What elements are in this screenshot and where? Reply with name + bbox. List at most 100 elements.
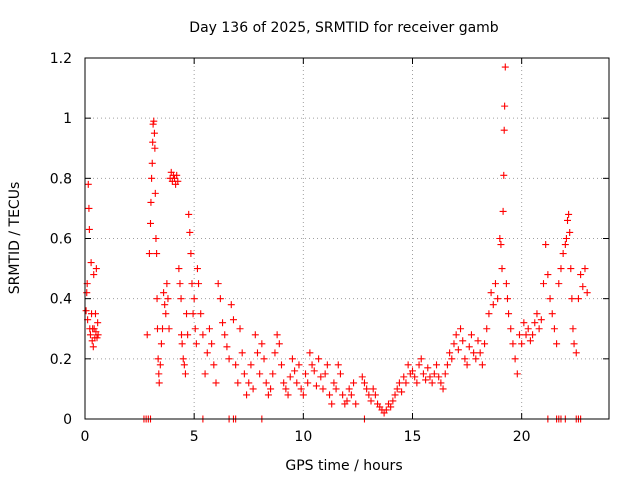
data-point: [176, 280, 184, 288]
data-point: [400, 373, 408, 381]
data-point: [267, 385, 275, 393]
data-point: [513, 370, 521, 378]
data-point: [219, 319, 227, 327]
data-point: [223, 343, 231, 351]
data-point: [238, 349, 246, 357]
data-point: [180, 361, 188, 369]
data-point: [533, 310, 541, 318]
data-point: [555, 280, 563, 288]
data-point: [491, 280, 499, 288]
data-point: [210, 361, 218, 369]
data-point: [253, 349, 261, 357]
data-point: [363, 385, 371, 393]
data-point: [148, 159, 156, 167]
data-point: [369, 385, 377, 393]
data-point: [229, 316, 237, 324]
data-point: [330, 379, 338, 387]
data-point: [260, 355, 268, 363]
data-point: [422, 376, 430, 384]
data-point: [275, 340, 283, 348]
data-point: [186, 228, 194, 236]
data-point: [328, 400, 336, 408]
x-tick-label: 10: [294, 429, 312, 445]
data-point: [321, 370, 329, 378]
data-point: [94, 331, 102, 339]
data-point: [302, 370, 310, 378]
y-tick-label: 1.2: [50, 51, 72, 67]
data-point: [90, 325, 98, 333]
data-point: [465, 343, 473, 351]
data-point: [92, 265, 100, 273]
data-point: [570, 340, 578, 348]
data-point: [173, 171, 181, 179]
data-point: [542, 241, 550, 249]
data-point: [154, 355, 162, 363]
data-point: [411, 373, 419, 381]
data-point: [86, 331, 94, 339]
data-point: [306, 349, 314, 357]
data-point: [293, 379, 301, 387]
data-point: [286, 373, 294, 381]
data-point: [163, 280, 171, 288]
data-point: [84, 180, 92, 188]
data-point: [503, 295, 511, 303]
grid-lines: [85, 58, 609, 419]
data-point: [185, 210, 193, 218]
data-point: [500, 126, 508, 134]
data-point: [502, 280, 510, 288]
data-point: [145, 250, 153, 258]
data-point: [214, 280, 222, 288]
data-point: [212, 379, 220, 387]
data-point: [199, 331, 207, 339]
data-point: [581, 265, 589, 273]
data-point: [567, 265, 575, 273]
data-point: [352, 400, 360, 408]
y-tick-label: 0.4: [50, 292, 72, 308]
data-point: [395, 379, 403, 387]
data-point: [435, 373, 443, 381]
data-point: [507, 325, 515, 333]
axis-ticks: 0 5 10 15 20 0 0.2 0.4 0.6 0.8 1 1.2: [50, 51, 609, 445]
data-point: [205, 325, 213, 333]
data-point: [569, 325, 577, 333]
data-point: [93, 334, 101, 342]
data-point: [544, 271, 552, 279]
x-tick-label: 5: [190, 429, 199, 445]
data-point: [564, 216, 572, 224]
data-point: [433, 361, 441, 369]
data-point: [315, 355, 323, 363]
data-point: [454, 346, 462, 354]
data-points: [82, 63, 591, 423]
data-point: [518, 340, 526, 348]
data-point: [319, 385, 327, 393]
data-point: [520, 319, 528, 327]
data-point: [177, 295, 185, 303]
data-point: [297, 385, 305, 393]
data-point: [463, 361, 471, 369]
data-point: [499, 207, 507, 215]
data-point: [85, 225, 93, 233]
data-point: [424, 364, 432, 372]
data-point: [157, 340, 165, 348]
data-point: [470, 349, 478, 357]
data-point: [243, 391, 251, 399]
data-point: [291, 367, 299, 375]
data-point: [161, 301, 169, 309]
data-point: [264, 391, 272, 399]
data-point: [562, 235, 570, 242]
data-point: [83, 289, 91, 297]
data-point: [278, 361, 285, 369]
data-point: [187, 250, 195, 258]
data-point: [234, 379, 242, 387]
data-point: [308, 361, 316, 369]
data-point: [485, 310, 493, 318]
data-point: [334, 361, 342, 369]
data-point: [156, 361, 164, 369]
data-point: [387, 403, 395, 411]
data-point: [481, 340, 489, 348]
data-point: [149, 120, 157, 128]
data-point: [245, 379, 253, 387]
data-point: [240, 370, 248, 378]
data-point: [452, 331, 460, 339]
data-point: [323, 361, 331, 369]
